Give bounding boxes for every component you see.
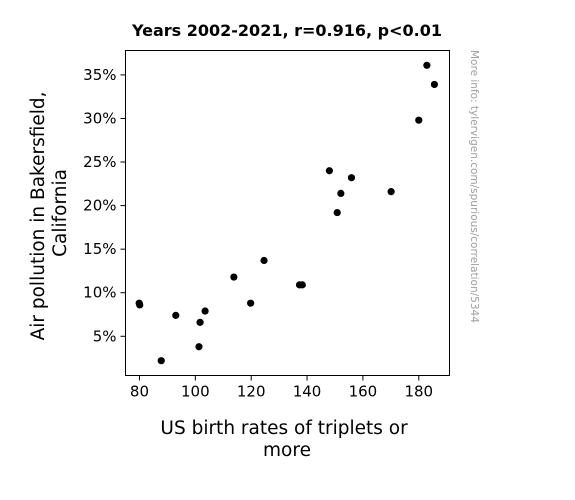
- y-tick-label-35: 35%: [83, 66, 116, 84]
- x-tick-label-180: 180: [404, 383, 433, 401]
- data-point-10: [260, 257, 267, 264]
- data-point-9: [247, 300, 254, 307]
- y-tick-label-25: 25%: [83, 153, 116, 171]
- points-layer: [136, 62, 438, 365]
- data-point-6: [196, 319, 203, 326]
- y-axis: 5% 10% 15% 20% 25% 30% 35%: [83, 66, 125, 345]
- x-tick-label-120: 120: [237, 383, 266, 401]
- watermark-text: More info: tylervigen.com/spurious/corre…: [468, 50, 480, 323]
- data-point-18: [415, 117, 422, 124]
- data-point-8: [230, 273, 237, 280]
- y-axis-label-line-2: California: [50, 169, 71, 257]
- data-point-2: [136, 301, 143, 308]
- x-axis-label-line-2: more: [263, 440, 311, 461]
- x-axis-label-line-1: US birth rates of triplets or: [160, 418, 408, 439]
- data-point-14: [334, 209, 341, 216]
- y-tick-label-20: 20%: [83, 197, 116, 215]
- data-point-17: [388, 188, 395, 195]
- data-point-5: [195, 343, 202, 350]
- data-point-7: [202, 307, 209, 314]
- x-axis-label: US birth rates of triplets or more: [160, 418, 413, 461]
- x-tick-label-140: 140: [293, 383, 322, 401]
- data-point-16: [348, 174, 355, 181]
- x-axis: 80 100 120 140 160 180: [130, 376, 433, 401]
- data-point-19: [423, 62, 430, 69]
- x-tick-label-160: 160: [349, 383, 378, 401]
- y-tick-label-10: 10%: [83, 284, 116, 302]
- data-point-13: [326, 167, 333, 174]
- y-axis-label: Air pollution in Bakersfield, California: [28, 86, 71, 341]
- data-point-4: [172, 312, 179, 319]
- chart-title: Years 2002-2021, r=0.916, p<0.01: [131, 21, 442, 40]
- x-tick-label-100: 100: [181, 383, 210, 401]
- y-tick-label-15: 15%: [83, 240, 116, 258]
- y-tick-label-5: 5%: [93, 327, 117, 345]
- y-tick-label-30: 30%: [83, 109, 116, 127]
- plot-frame: [126, 51, 450, 376]
- data-point-3: [158, 357, 165, 364]
- data-point-12: [299, 281, 306, 288]
- y-axis-label-line-1: Air pollution in Bakersfield,: [28, 91, 49, 340]
- x-tick-label-80: 80: [130, 383, 149, 401]
- data-point-20: [431, 81, 438, 88]
- data-point-15: [337, 190, 344, 197]
